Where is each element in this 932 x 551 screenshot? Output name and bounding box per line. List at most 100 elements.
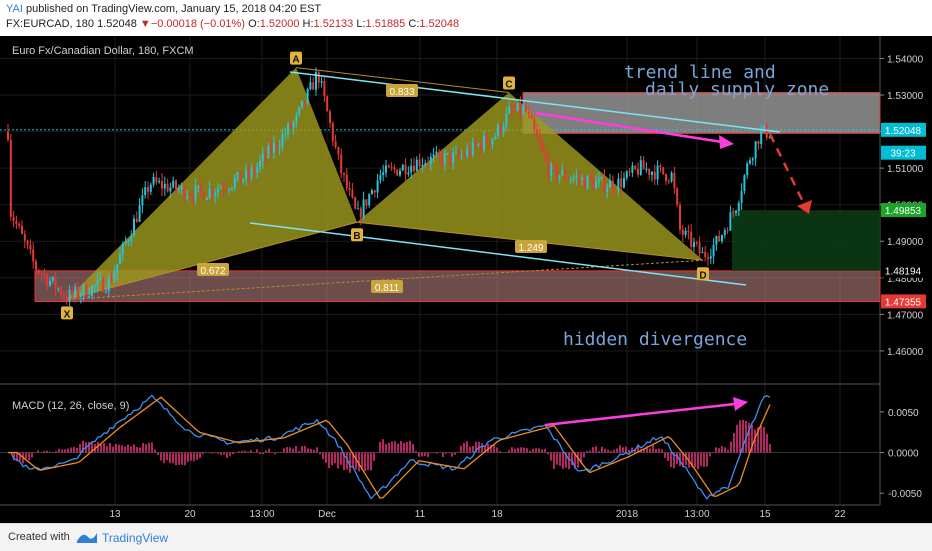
upper-trend-line [289,71,781,133]
macd-histogram-bar [517,447,519,453]
candle [648,168,651,175]
chart-canvas[interactable]: X A B C D 0.833 0.672 1.249 0.811 1.54000 1.53000… [0,36,932,523]
macd-histogram-bar [133,444,135,453]
candle [343,173,345,175]
candle [329,111,331,124]
macd-histogram-bar [418,452,420,457]
candle [653,171,656,180]
candle [91,285,93,296]
macd-histogram-bar [535,448,537,453]
annotation-trend-line: trend line and [624,62,776,83]
macd-histogram-bar [415,451,417,453]
macd-histogram-bar [97,441,99,453]
candle [49,280,51,286]
candle [483,135,485,151]
candle [567,178,569,180]
candle [695,242,698,244]
macd-histogram-bar [589,450,591,453]
candle [415,159,418,172]
time-tick-label: 22 [834,509,846,520]
candle [595,181,597,189]
candle [407,172,410,175]
candle [88,295,91,297]
candle [245,169,247,180]
macd-histogram-bar [55,450,57,453]
ratio-badge [386,84,418,97]
candle [166,183,169,192]
point-label-x: X [64,309,71,320]
macd-histogram-bar [343,452,345,471]
macd-histogram-bar [370,452,372,471]
macd-histogram-bar [409,440,411,453]
macd-histogram-bar [355,452,357,470]
candle [186,195,189,199]
macd-histogram-bar [157,452,159,456]
macd-histogram-bar [403,442,405,453]
macd-histogram-bar [235,452,237,454]
price-axis-area[interactable] [880,36,932,523]
macd-histogram-bar [643,448,645,453]
candle [729,212,732,231]
macd-histogram-bar [19,452,21,461]
tradingview-logo-icon[interactable] [76,529,98,545]
macd-histogram-bar [709,452,711,457]
candle [522,106,525,114]
candle [418,159,421,167]
macd-histogram-bar [541,449,543,453]
macd-histogram-bar [25,452,27,459]
macd-title: MACD (12, 26, close, 9) [12,400,129,412]
candle [371,190,373,195]
tradingview-brand[interactable]: TradingView [102,531,169,545]
candle [651,171,653,175]
macd-histogram-bar [565,452,567,468]
publisher-name[interactable]: YAI [6,3,23,15]
projection-arrowhead [797,200,812,214]
price-tick-label: 1.51000 [887,164,924,175]
macd-histogram-bar [526,448,528,453]
candle [163,183,166,189]
macd-histogram-bar [271,452,273,454]
macd-histogram-bar [304,445,306,453]
candle [617,178,620,190]
candle [704,252,707,258]
macd-histogram-bar [52,452,54,453]
macd-histogram-bar [400,440,402,453]
candle [348,187,351,190]
macd-histogram-bar [154,449,156,453]
macd-histogram-bar [679,452,681,467]
macd-histogram-bar [547,452,549,455]
candle [743,175,746,191]
candle [281,134,284,147]
candle [614,189,617,191]
candle [715,235,718,245]
candle [26,240,29,246]
candle [583,177,586,189]
macd-histogram-bar [220,452,222,456]
candle [175,180,177,190]
price-label-box [881,263,926,278]
candle [105,291,107,293]
macd-histogram-bar [175,452,177,466]
candle [449,152,452,164]
macd-histogram-bar [427,452,429,458]
candle [443,153,446,165]
macd-histogram-bar [223,452,225,455]
annotation-hidden-divergence: hidden divergence [563,329,747,350]
candle [315,72,317,90]
macd-histogram-bar [121,445,123,453]
macd-histogram-bar [523,447,525,453]
close-label: C: [408,18,420,30]
price-tick-label: 1.46000 [887,347,924,358]
price-label-value: 39:23 [890,149,915,160]
macd-histogram-bar [88,441,90,453]
candle [455,151,457,153]
ratio-label: 1.249 [518,243,543,254]
candle [236,171,239,179]
candle [578,176,581,180]
macd-histogram-bar [538,448,540,453]
macd-histogram-bar [64,449,66,453]
point-badge [61,306,73,320]
macd-histogram-bar [625,446,627,453]
macd-tick-label: 0.0050 [888,408,919,419]
daily-supply-zone [522,91,881,134]
